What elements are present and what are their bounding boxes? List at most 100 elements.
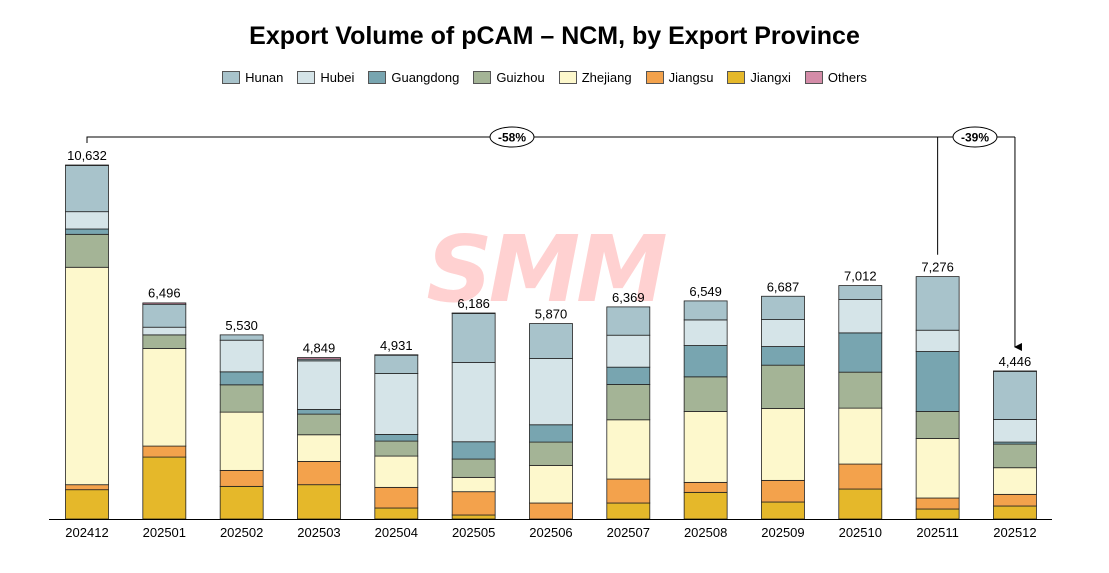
total-label-202512: 4,446 bbox=[999, 354, 1032, 369]
bar-segment-jiangsu-202504 bbox=[374, 486, 419, 509]
bar-segment-guizhou-202508 bbox=[683, 376, 728, 412]
bar-segment-zhejiang-202512 bbox=[993, 467, 1037, 495]
bar-segment-jiangxi-202503 bbox=[297, 484, 341, 520]
bar-segment-guizhou-202502 bbox=[219, 384, 264, 413]
bar-segment-jiangsu-202507 bbox=[606, 478, 651, 504]
legend-label-zhejiang: Zhejiang bbox=[581, 70, 632, 85]
bar-stack-202509 bbox=[761, 295, 805, 520]
total-label-202505: 6,186 bbox=[457, 296, 490, 311]
bar-segment-zhejiang-202504 bbox=[374, 455, 419, 488]
x-tick-label-202503: 202503 bbox=[297, 525, 340, 540]
bar-segment-hubei-202502 bbox=[219, 339, 264, 373]
legend-label-guangdong: Guangdong bbox=[391, 70, 460, 85]
x-tick-label-202505: 202505 bbox=[452, 525, 495, 540]
bar-stack-202512 bbox=[993, 370, 1037, 520]
bar-segment-zhejiang-202509 bbox=[761, 408, 805, 481]
x-tick-label-202507: 202507 bbox=[607, 525, 650, 540]
bar-segment-guizhou-202412 bbox=[65, 233, 109, 268]
bar-segment-guizhou-202504 bbox=[374, 440, 419, 457]
legend-swatch-jiangxi bbox=[727, 71, 746, 84]
bar-segment-guizhou-202505 bbox=[451, 458, 496, 478]
legend-label-jiangsu: Jiangsu bbox=[668, 70, 714, 85]
bar-segment-guangdong-202507 bbox=[606, 366, 651, 385]
bar-segment-hubei-202505 bbox=[451, 362, 496, 443]
bar-segment-hubei-202508 bbox=[683, 319, 728, 346]
bar-segment-hunan-202511 bbox=[915, 276, 960, 331]
bar-segment-others-202504 bbox=[374, 354, 419, 356]
bar-stack-202505 bbox=[451, 312, 496, 520]
bar-segment-zhejiang-202508 bbox=[683, 411, 728, 483]
chart-title: Export Volume of pCAM – NCM, by Export P… bbox=[249, 22, 860, 50]
bar-segment-jiangxi-202508 bbox=[683, 491, 728, 520]
legend-swatch-others bbox=[804, 71, 823, 84]
bar-segment-zhejiang-202501 bbox=[142, 348, 187, 447]
legend: Hunan Hubei Guangdong Guizhou Zhejiang Jiangs… bbox=[0, 70, 1089, 85]
legend-item-guangdong: Guangdong bbox=[368, 70, 459, 85]
bar-segment-hubei-202506 bbox=[529, 358, 573, 426]
total-label-202504: 4,931 bbox=[380, 338, 413, 353]
legend-swatch-zhejiang bbox=[558, 71, 577, 84]
change-label--39--text: -39% bbox=[961, 131, 989, 145]
bar-segment-zhejiang-202511 bbox=[915, 438, 960, 499]
bar-segment-zhejiang-202503 bbox=[297, 434, 341, 462]
bar-segment-guangdong-202509 bbox=[761, 346, 805, 366]
x-tick-label-202502: 202502 bbox=[220, 525, 263, 540]
change-label--58-: -58% bbox=[489, 126, 535, 148]
bar-segment-hubei-202501 bbox=[142, 326, 187, 336]
bar-segment-hubei-202412 bbox=[65, 211, 109, 230]
bar-segment-guangdong-202505 bbox=[451, 441, 496, 460]
total-label-202511: 7,276 bbox=[921, 260, 954, 275]
bar-segment-jiangxi-202511 bbox=[915, 508, 960, 520]
x-tick-label-202510: 202510 bbox=[839, 525, 882, 540]
bar-segment-hunan-202507 bbox=[606, 306, 651, 336]
legend-item-jiangsu: Jiangsu bbox=[645, 70, 714, 85]
bar-segment-others-202501 bbox=[142, 302, 187, 305]
bar-segment-others-202505 bbox=[451, 312, 496, 314]
total-label-202501: 6,496 bbox=[148, 286, 181, 301]
total-label-202509: 6,687 bbox=[767, 279, 800, 294]
bar-segment-hunan-202505 bbox=[451, 312, 496, 363]
bar-stack-202510 bbox=[838, 285, 883, 520]
bar-segment-guangdong-202504 bbox=[374, 434, 419, 442]
change-label--39-: -39% bbox=[952, 126, 998, 148]
bar-segment-hunan-202510 bbox=[838, 285, 883, 300]
legend-item-zhejiang: Zhejiang bbox=[558, 70, 632, 85]
bar-segment-jiangxi-202504 bbox=[374, 507, 419, 520]
legend-label-hubei: Hubei bbox=[320, 70, 355, 85]
bar-segment-hubei-202511 bbox=[915, 329, 960, 352]
legend-label-jiangxi: Jiangxi bbox=[750, 70, 791, 85]
x-tick-label-202509: 202509 bbox=[761, 525, 804, 540]
bar-segment-jiangsu-202502 bbox=[219, 469, 264, 487]
bar-segment-others-202412 bbox=[65, 164, 109, 166]
bar-segment-jiangsu-202505 bbox=[451, 491, 496, 516]
bar-segment-jiangsu-202506 bbox=[529, 502, 573, 520]
bar-segment-guangdong-202511 bbox=[915, 351, 960, 412]
bar-segment-others-202512 bbox=[993, 370, 1037, 372]
bar-segment-guangdong-202506 bbox=[529, 424, 573, 443]
bar-stack-202504 bbox=[374, 354, 419, 520]
bar-segment-guangdong-202502 bbox=[219, 371, 264, 386]
watermark-logo: SMM bbox=[426, 216, 667, 323]
bar-segment-hubei-202512 bbox=[993, 419, 1037, 443]
bar-segment-hubei-202507 bbox=[606, 334, 651, 368]
x-tick-label-202506: 202506 bbox=[529, 525, 572, 540]
bar-segment-zhejiang-202502 bbox=[219, 411, 264, 471]
bar-segment-guizhou-202506 bbox=[529, 441, 573, 466]
bar-segment-jiangxi-202501 bbox=[142, 456, 187, 520]
bar-stack-202507 bbox=[606, 306, 651, 520]
total-label-202503: 4,849 bbox=[303, 341, 336, 356]
bar-segment-jiangxi-202505 bbox=[451, 514, 496, 520]
bar-segment-jiangxi-202502 bbox=[219, 485, 264, 520]
bar-segment-zhejiang-202507 bbox=[606, 419, 651, 480]
x-tick-label-202501: 202501 bbox=[143, 525, 186, 540]
axis-layer: 202412 202501 202502 202503 202504 202505 2025… bbox=[49, 519, 1052, 540]
bar-stack-202511 bbox=[915, 276, 960, 520]
total-label-202412: 10,632 bbox=[67, 148, 107, 163]
bar-segment-guizhou-202507 bbox=[606, 384, 651, 421]
bar-segment-zhejiang-202506 bbox=[529, 464, 573, 504]
bar-segment-hubei-202510 bbox=[838, 299, 883, 334]
bar-segment-guangdong-202508 bbox=[683, 345, 728, 378]
total-label-202507: 6,369 bbox=[612, 290, 645, 305]
legend-swatch-hubei bbox=[297, 71, 316, 84]
